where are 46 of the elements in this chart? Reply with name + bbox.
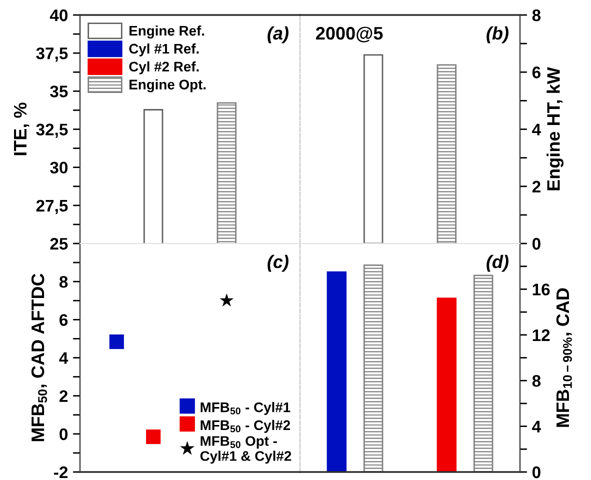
y-tick-label: 0	[532, 466, 540, 478]
y-tick-label: 27,5	[36, 200, 68, 214]
y-tick-label: 2	[532, 180, 540, 192]
y-tick-label: 16	[532, 284, 550, 296]
annotation: (c)	[268, 254, 288, 272]
legend-label: MFB$_{50}$ - Cyl#2	[200, 420, 290, 433]
y-tick-label: 0	[532, 238, 540, 250]
y-tick-label: 12	[532, 329, 550, 341]
y-tick-label: 32,5	[36, 124, 68, 138]
y-tick-label: 4	[532, 124, 541, 136]
annotation: (b)	[486, 26, 508, 44]
y-tick-label: 30	[50, 162, 68, 174]
y-tick-label: 4	[59, 352, 68, 364]
bar	[363, 264, 384, 472]
annotation: (d)	[486, 254, 508, 272]
bar	[473, 274, 494, 472]
y-tick-label: 8	[532, 9, 541, 22]
y-tick-label: 8	[532, 375, 541, 387]
y-tick-label: 2	[60, 390, 68, 402]
y-axis-title: MFB$_{50}$, CAD AFTDC	[31, 274, 48, 442]
y-tick-label: 0	[60, 428, 68, 440]
y-tick-label: 40	[50, 9, 68, 22]
y-tick-label: 4	[532, 420, 541, 432]
y-tick-label: -2	[54, 466, 68, 478]
annotation: 2000@5	[316, 26, 383, 42]
point	[220, 293, 234, 307]
point	[109, 334, 124, 350]
legend-label: Engine Ref.	[130, 25, 204, 38]
legend-label: Cyl #2 Ref.	[129, 61, 199, 74]
legend-label: MFB$_{50}$ - Cyl#1	[200, 402, 290, 415]
legend-label: Engine Opt.	[130, 79, 206, 92]
y-tick-label: 25	[50, 238, 68, 250]
y-tick-label: 37,5	[36, 47, 68, 62]
legend-label: MFB$_{50}$ Opt - Cyl#1 & Cyl#2	[200, 436, 292, 464]
y-tick-label: 6	[60, 314, 68, 326]
y-axis-title: MFB$_{10−90%}$, CAD	[556, 288, 572, 427]
bar	[326, 271, 347, 472]
annotation: (a)	[268, 26, 288, 44]
y-axis-title: ITE, %	[14, 102, 30, 156]
y-tick-label: 35	[50, 86, 68, 98]
y-tick-label: 8	[59, 276, 68, 288]
point	[146, 429, 161, 444]
y-axis-title: Engine HT, kW	[546, 67, 564, 190]
bar	[436, 298, 457, 472]
legend-label: Cyl #1 Ref.	[129, 43, 199, 56]
y-tick-label: 6	[532, 66, 540, 78]
